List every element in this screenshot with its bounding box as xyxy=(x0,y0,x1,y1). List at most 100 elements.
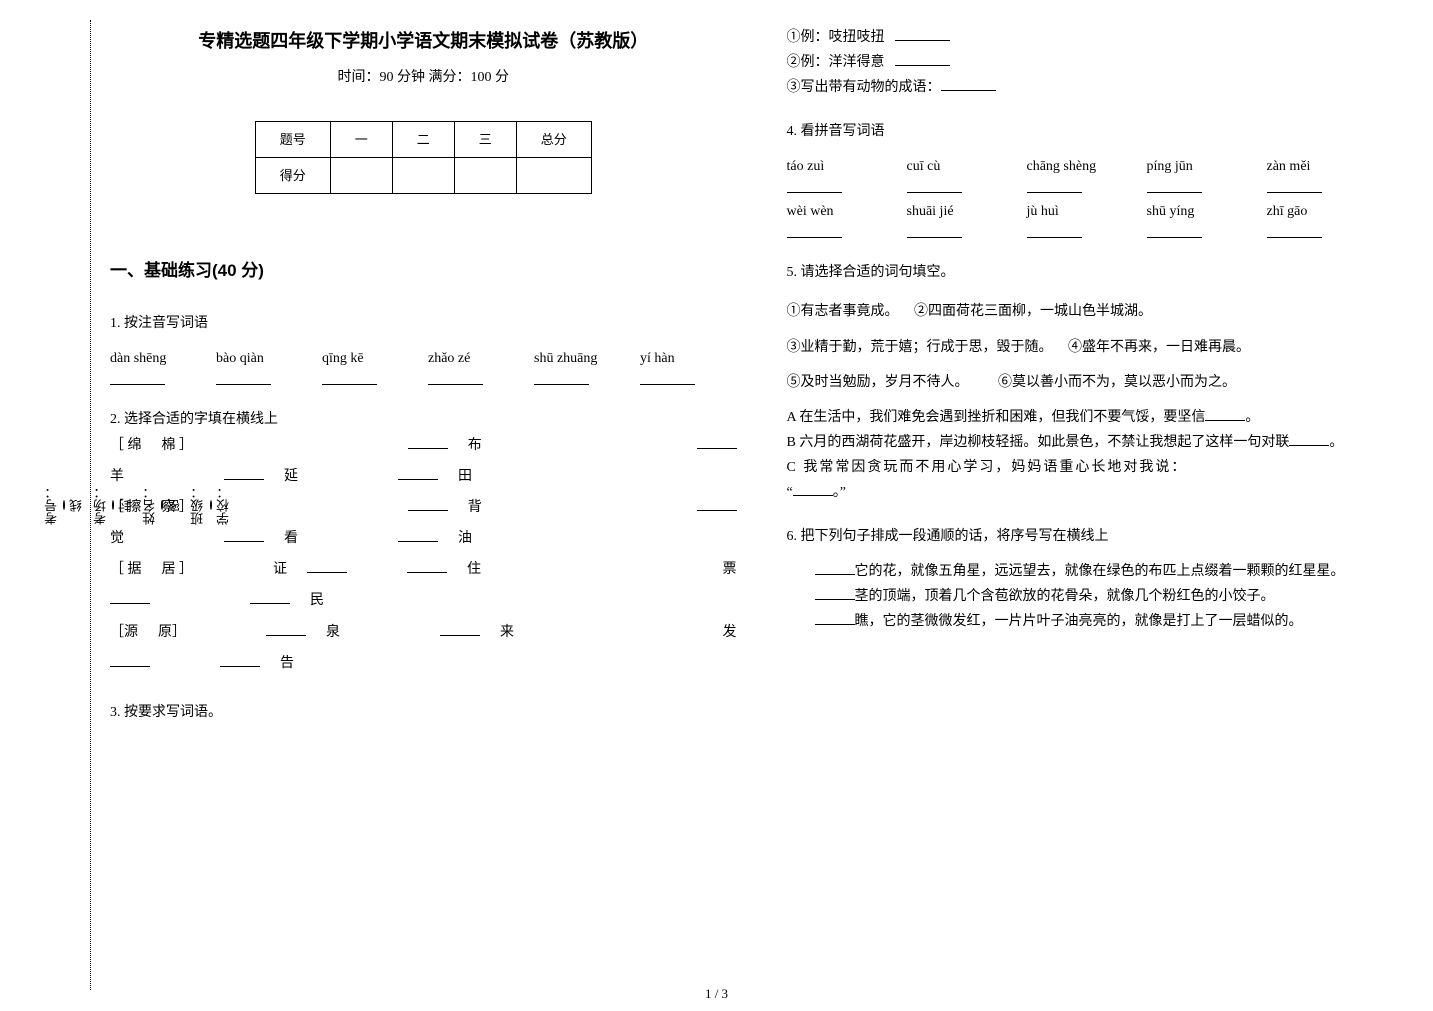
q-label: 3. 按要求写词语。 xyxy=(110,700,737,725)
answer-blank[interactable] xyxy=(216,371,271,385)
pinyin-item: zhǎo zé xyxy=(428,346,508,385)
th: 三 xyxy=(454,121,516,157)
answer-blank[interactable] xyxy=(907,224,962,238)
option-text: ④盛年不再来，一日难再晨。 xyxy=(1068,335,1250,360)
answer-blank[interactable] xyxy=(941,77,996,91)
table-row: 得分 xyxy=(255,157,591,193)
pinyin-item: shuāi jié xyxy=(907,199,987,238)
answer-blank[interactable] xyxy=(407,559,447,573)
pinyin-item: táo zuì xyxy=(787,154,867,193)
punct: 。 xyxy=(1245,410,1259,425)
answer-blank[interactable] xyxy=(1205,407,1245,421)
right-column: ①例：吱扭吱扭 ②例：洋洋得意 ③写出带有动物的成语： 4. 看拼音写词语 tá… xyxy=(787,25,1414,991)
question-2: 2. 选择合适的字填在横线上 ［ 绵 棉 ］ 布 羊 延 田 ［ 擦 xyxy=(110,407,737,682)
answer-blank[interactable] xyxy=(322,371,377,385)
answer-blank[interactable] xyxy=(428,371,483,385)
word: 延 xyxy=(284,464,298,489)
bracket-option: 居 ］ xyxy=(162,557,194,582)
punct: 。 xyxy=(1329,435,1343,450)
score-table: 题号 一 二 三 总分 得分 xyxy=(255,121,592,195)
sidebar-label: 考场： xyxy=(89,486,112,525)
pinyin-item: píng jūn xyxy=(1147,154,1227,193)
question-3-body: ①例：吱扭吱扭 ②例：洋洋得意 ③写出带有动物的成语： xyxy=(787,25,1414,101)
answer-blank[interactable] xyxy=(815,561,855,575)
exam-title: 专精选题四年级下学期小学语文期末模拟试卷（苏教版） xyxy=(110,25,737,57)
answer-blank[interactable] xyxy=(307,559,347,573)
answer-blank[interactable] xyxy=(408,435,448,449)
question-6: 6. 把下列句子排成一段通顺的话，将序号写在横线上 它的花，就像五角星，远远望去… xyxy=(787,524,1414,635)
answer-blank[interactable] xyxy=(1267,224,1322,238)
answer-blank[interactable] xyxy=(224,466,264,480)
th: 总分 xyxy=(516,121,591,157)
answer-blank[interactable] xyxy=(534,371,589,385)
td-blank[interactable] xyxy=(516,157,591,193)
answer-blank[interactable] xyxy=(1027,224,1082,238)
answer-blank[interactable] xyxy=(815,611,855,625)
word: 看 xyxy=(284,526,298,551)
quote-close: 。” xyxy=(833,485,846,500)
answer-blank[interactable] xyxy=(110,653,150,667)
sentence: 瞧，它的茎微微发红，一片片叶子油亮亮的，就像是打上了一层蜡似的。 xyxy=(855,614,1303,629)
word: 觉 xyxy=(110,526,124,551)
answer-blank[interactable] xyxy=(815,586,855,600)
answer-blank[interactable] xyxy=(1027,179,1082,193)
sidebar-cut: 线 xyxy=(65,499,88,512)
answer-blank[interactable] xyxy=(1289,432,1329,446)
binding-sidebar: 考号： 线 考场： 封 姓名： 密 班级： 学校： xyxy=(40,20,70,990)
answer-blank[interactable] xyxy=(1147,179,1202,193)
bracket-option: ［ 据 xyxy=(110,557,142,582)
td-blank[interactable] xyxy=(392,157,454,193)
word: 告 xyxy=(280,651,294,676)
answer-blank[interactable] xyxy=(440,622,480,636)
question-3: 3. 按要求写词语。 xyxy=(110,700,737,725)
answer-blank[interactable] xyxy=(793,482,833,496)
pinyin-item: zàn měi xyxy=(1267,154,1347,193)
answer-blank[interactable] xyxy=(224,528,264,542)
table-row: 题号 一 二 三 总分 xyxy=(255,121,591,157)
th: 二 xyxy=(392,121,454,157)
bracket-option: 棉 ］ xyxy=(162,433,194,458)
td-blank[interactable] xyxy=(454,157,516,193)
answer-blank[interactable] xyxy=(787,179,842,193)
answer-blank[interactable] xyxy=(398,466,438,480)
answer-blank[interactable] xyxy=(250,590,290,604)
question-5: 5. 请选择合适的词句填空。 ①有志者事竟成。 ②四面荷花三面柳，一城山色半城湖… xyxy=(787,260,1414,506)
option-text: ①有志者事竟成。 xyxy=(787,299,899,324)
bracket-option: ［ 擦 xyxy=(110,495,142,520)
question-1: 1. 按注音写词语 dàn shēng bào qiàn qīng kē zhǎ… xyxy=(110,311,737,389)
answer-blank[interactable] xyxy=(895,52,950,66)
sentence: C 我常常因贪玩而不用心学习，妈妈语重心长地对我说： xyxy=(787,460,1188,475)
answer-blank[interactable] xyxy=(408,497,448,511)
answer-blank[interactable] xyxy=(787,224,842,238)
bracket-option: ［ 绵 xyxy=(110,433,142,458)
prompt-text: ③写出带有动物的成语： xyxy=(787,80,941,95)
answer-blank[interactable] xyxy=(1147,224,1202,238)
pinyin-item: qīng kē xyxy=(322,346,402,385)
td-blank[interactable] xyxy=(330,157,392,193)
left-column: 专精选题四年级下学期小学语文期末模拟试卷（苏教版） 时间：90 分钟 满分：10… xyxy=(110,25,737,991)
sentence: B 六月的西湖荷花盛开，岸边柳枝轻摇。如此景色，不禁让我想起了这样一句对联 xyxy=(787,435,1290,450)
option-text: ⑤及时当勉励，岁月不待人。 xyxy=(787,370,969,395)
word: 民 xyxy=(310,588,324,613)
answer-blank[interactable] xyxy=(907,179,962,193)
answer-blank[interactable] xyxy=(110,590,150,604)
answer-blank[interactable] xyxy=(398,528,438,542)
word: 住 xyxy=(467,557,481,582)
word: 票 xyxy=(723,557,737,582)
answer-blank[interactable] xyxy=(697,497,737,511)
answer-blank[interactable] xyxy=(1267,179,1322,193)
pinyin-item: shū yíng xyxy=(1147,199,1227,238)
option-text: ②四面荷花三面柳，一城山色半城湖。 xyxy=(914,299,1152,324)
word: 发 xyxy=(723,620,737,645)
answer-blank[interactable] xyxy=(220,653,260,667)
cut-line xyxy=(90,20,91,990)
q-label: 4. 看拼音写词语 xyxy=(787,119,1414,144)
answer-blank[interactable] xyxy=(697,435,737,449)
page-content: 专精选题四年级下学期小学语文期末模拟试卷（苏教版） 时间：90 分钟 满分：10… xyxy=(110,25,1413,991)
answer-blank[interactable] xyxy=(640,371,695,385)
bracket-option: 察 ］ xyxy=(162,495,194,520)
answer-blank[interactable] xyxy=(266,622,306,636)
answer-blank[interactable] xyxy=(895,27,950,41)
answer-blank[interactable] xyxy=(110,371,165,385)
pinyin-item: wèi wèn xyxy=(787,199,867,238)
